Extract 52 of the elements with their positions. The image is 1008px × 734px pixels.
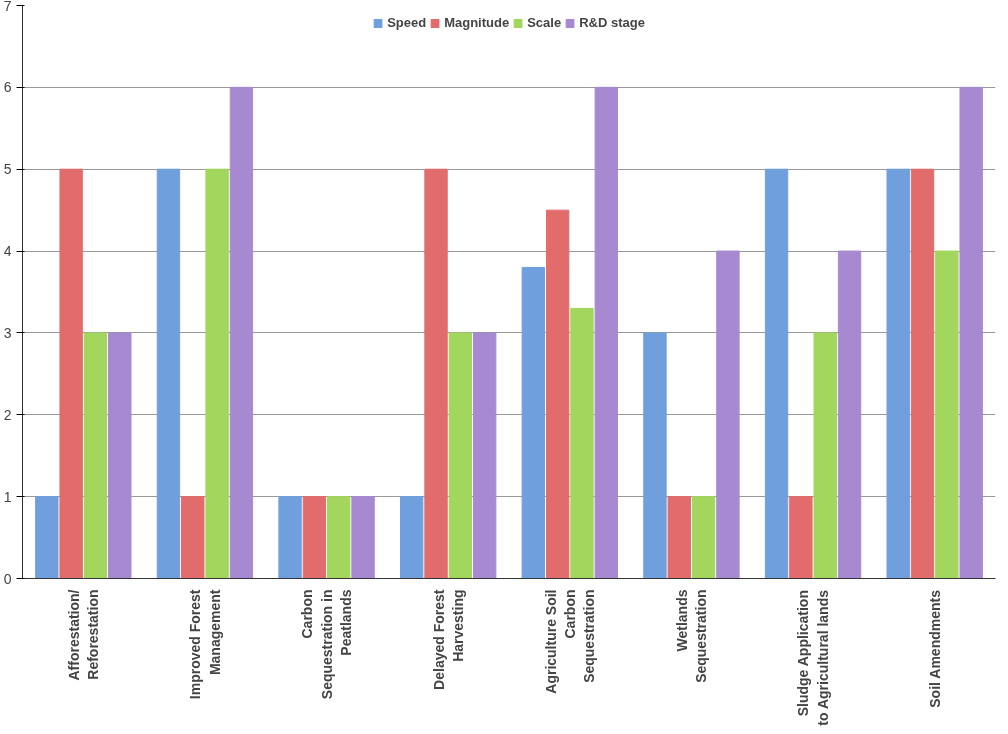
bar bbox=[400, 496, 424, 579]
x-tick-label: Delayed Forest Harvesting bbox=[430, 589, 466, 690]
bar bbox=[327, 496, 351, 579]
y-tick-label: 5 bbox=[3, 161, 12, 178]
bar bbox=[764, 168, 789, 579]
bar bbox=[594, 86, 618, 579]
x-tick-label: Improved Forest Management bbox=[187, 589, 223, 700]
y-tick-label: 4 bbox=[3, 243, 12, 260]
bar bbox=[813, 332, 837, 579]
bar bbox=[35, 496, 59, 579]
bar bbox=[424, 168, 448, 579]
bar bbox=[691, 496, 716, 579]
bar bbox=[935, 250, 959, 579]
bar bbox=[59, 168, 83, 579]
x-tick-label: Soil Amendments bbox=[926, 589, 943, 708]
bar bbox=[789, 496, 813, 579]
x-tick-label: Sludge Application to Agricultural lands bbox=[795, 589, 831, 726]
bar bbox=[181, 496, 205, 579]
bar bbox=[472, 332, 497, 579]
bar bbox=[837, 250, 862, 579]
bar bbox=[545, 209, 570, 579]
bar bbox=[108, 332, 132, 579]
y-tick-label: 6 bbox=[3, 79, 12, 96]
legend-label: Speed bbox=[387, 15, 427, 30]
bar bbox=[351, 496, 375, 579]
bar bbox=[959, 86, 983, 579]
legend-label: R&D stage bbox=[579, 15, 645, 30]
legend-label: Scale bbox=[527, 15, 562, 30]
bar bbox=[205, 168, 229, 579]
bar bbox=[229, 86, 254, 579]
bar bbox=[448, 332, 473, 579]
bar bbox=[570, 307, 594, 579]
bar bbox=[643, 332, 667, 579]
x-tick-label: Afforestation/ Reforestation bbox=[65, 589, 101, 681]
y-tick-label: 7 bbox=[3, 0, 12, 14]
bar bbox=[521, 266, 546, 579]
y-tick-label: 0 bbox=[3, 570, 12, 587]
y-tick-label: 1 bbox=[3, 488, 12, 505]
y-tick-label: 3 bbox=[3, 324, 12, 341]
bar bbox=[156, 168, 181, 579]
x-tick-label: Wetlands Sequestration bbox=[673, 589, 710, 683]
x-tick-label: Agriculture Soil Carbon Sequestration bbox=[542, 589, 598, 694]
x-tick-label: Carbon Sequestration in Peatlands bbox=[299, 589, 354, 700]
bar bbox=[667, 496, 691, 579]
bar bbox=[278, 496, 302, 579]
y-tick-label: 2 bbox=[3, 406, 12, 423]
bar bbox=[910, 168, 935, 579]
bar bbox=[83, 332, 108, 579]
bar bbox=[716, 250, 740, 579]
bar bbox=[302, 496, 327, 579]
bar bbox=[886, 168, 910, 579]
legend-label: Magnitude bbox=[444, 15, 510, 30]
